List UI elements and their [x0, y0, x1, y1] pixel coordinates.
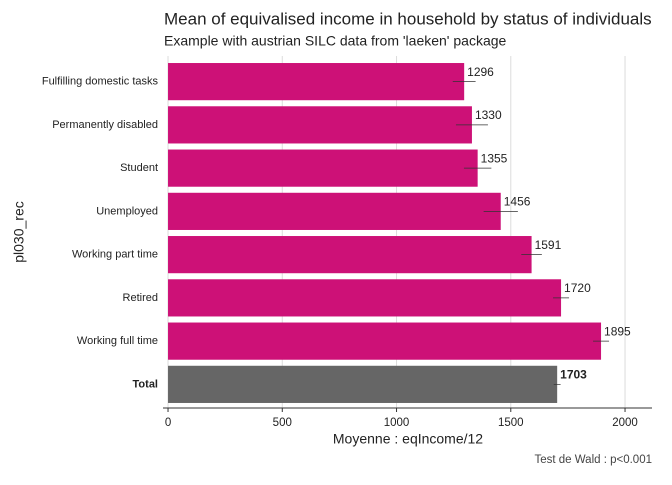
value-label: 1720: [564, 281, 591, 295]
bar: [168, 192, 501, 230]
y-tick-label: Working part time: [72, 249, 158, 261]
y-tick-label: Student: [120, 162, 158, 174]
bar: [168, 149, 478, 187]
bar: [168, 322, 602, 360]
value-label: 1703: [560, 368, 587, 382]
value-label: 1456: [504, 195, 531, 209]
bar: [168, 365, 558, 403]
value-label: 1591: [535, 238, 562, 252]
bar: [168, 106, 472, 144]
x-tick-label: 2000: [612, 417, 638, 429]
y-tick-label: Unemployed: [96, 205, 158, 217]
y-tick-label: Permanently disabled: [52, 119, 158, 131]
y-tick-label: Total: [133, 378, 158, 390]
x-tick-label: 1500: [498, 417, 524, 429]
bar: [168, 236, 532, 274]
y-tick-label: Retired: [123, 292, 158, 304]
value-label: 1895: [604, 324, 631, 338]
bar: [168, 63, 465, 101]
y-tick-label: Working full time: [77, 335, 158, 347]
value-label: 1355: [481, 151, 508, 165]
caption: Test de Wald : p<0.001: [534, 454, 652, 466]
x-tick-label: 500: [273, 417, 292, 429]
value-label: 1330: [475, 108, 502, 122]
x-tick-label: 1000: [384, 417, 410, 429]
chart-title: Mean of equivalised income in household …: [164, 9, 652, 28]
y-axis-label: pl030_rec: [11, 201, 27, 263]
value-label: 1296: [467, 65, 494, 79]
chart-subtitle: Example with austrian SILC data from 'la…: [164, 33, 507, 49]
y-tick-label: Fulfilling domestic tasks: [42, 76, 159, 88]
x-tick-label: 0: [165, 417, 171, 429]
bar: [168, 279, 562, 317]
x-axis-label: Moyenne : eqIncome/12: [333, 431, 483, 447]
